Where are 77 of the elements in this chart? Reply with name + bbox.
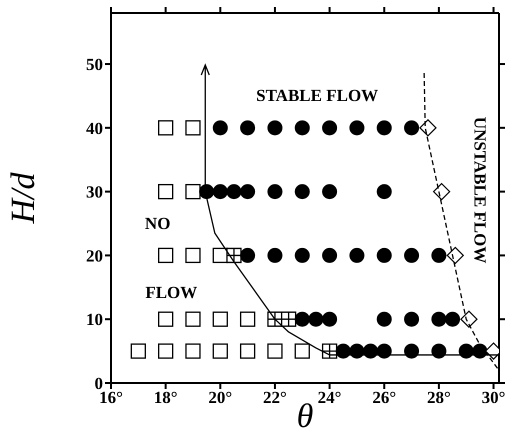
point (240, 343, 256, 359)
x-tick-label: 20° (208, 388, 232, 408)
point (185, 248, 201, 264)
point (185, 120, 201, 136)
x-tick-label: 28° (426, 388, 451, 408)
point (185, 343, 201, 359)
point (419, 119, 437, 136)
point (322, 248, 338, 263)
point (212, 312, 228, 327)
point (294, 184, 310, 200)
point (130, 343, 146, 359)
point (460, 310, 478, 328)
x-tick-label: 30° (482, 388, 506, 408)
point (158, 248, 174, 264)
y-tick-label: 30 (86, 182, 103, 202)
y-tick-label: 40 (86, 118, 103, 138)
point (240, 312, 256, 327)
y-axis-title: H/d (5, 172, 42, 224)
point (404, 312, 420, 327)
point (376, 248, 392, 263)
point (240, 248, 256, 263)
y-tick-label: 50 (86, 55, 103, 74)
point (240, 184, 256, 200)
point (458, 344, 474, 359)
point (212, 184, 228, 200)
point (294, 120, 310, 136)
point (267, 343, 283, 359)
point (267, 184, 282, 200)
x-tick-label: 24° (318, 388, 342, 408)
point (240, 120, 256, 136)
point (185, 184, 201, 200)
point (322, 312, 338, 327)
annotation: STABLE FLOW (256, 86, 378, 106)
point (431, 344, 446, 359)
point (280, 312, 296, 327)
point (431, 312, 446, 327)
point (376, 184, 392, 200)
x-tick-label: 18° (154, 388, 178, 408)
x-tick-label: 22° (263, 388, 287, 408)
point (294, 248, 310, 263)
point (212, 343, 228, 359)
point (404, 344, 420, 359)
point (431, 248, 446, 263)
point (158, 312, 174, 327)
point (158, 343, 174, 359)
point (322, 184, 338, 200)
x-tick-label: 26° (372, 388, 396, 408)
point (376, 312, 392, 327)
point (433, 183, 450, 200)
x-axis-title: θ (296, 398, 314, 429)
point (376, 344, 392, 359)
annotation: NO (144, 214, 170, 234)
y-tick-label: 10 (86, 310, 103, 330)
point (158, 184, 174, 200)
point (267, 120, 282, 136)
point (363, 344, 378, 359)
point (349, 120, 364, 136)
point (226, 184, 242, 200)
point (322, 120, 338, 136)
point (185, 312, 201, 327)
point (267, 248, 282, 263)
point (349, 344, 364, 359)
point (294, 312, 310, 327)
point (445, 312, 460, 327)
point (336, 344, 351, 359)
point (349, 248, 364, 263)
y-tick-label: 20 (86, 246, 103, 266)
point (404, 120, 420, 136)
point (294, 343, 310, 359)
point (308, 312, 324, 327)
point (212, 120, 228, 136)
point (446, 246, 464, 264)
point (158, 120, 174, 136)
annotation: UNSTABLE FLOW (470, 116, 490, 264)
annotation: FLOW (145, 282, 198, 302)
point (376, 120, 392, 136)
point (404, 248, 420, 263)
